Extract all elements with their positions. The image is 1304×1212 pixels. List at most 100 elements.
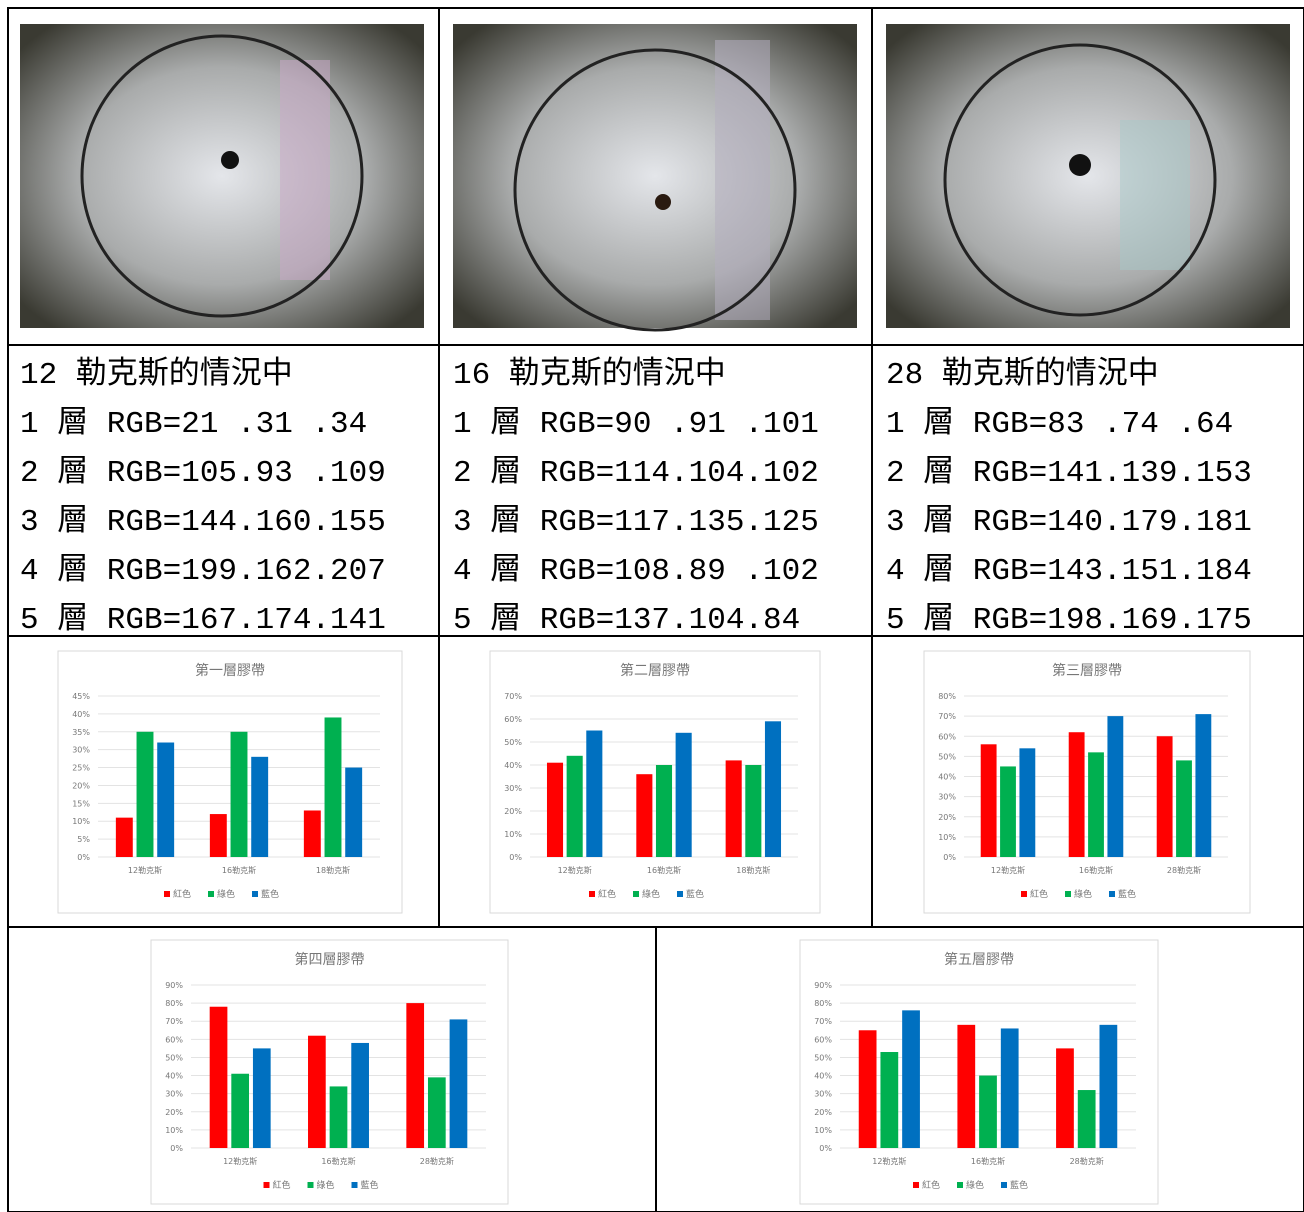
legend-swatch bbox=[1109, 891, 1115, 897]
y-tick-label: 20% bbox=[938, 813, 956, 822]
bar bbox=[880, 1052, 898, 1148]
bar bbox=[676, 733, 692, 857]
y-tick-label: 10% bbox=[938, 833, 956, 842]
bar bbox=[210, 1007, 228, 1148]
legend-swatch bbox=[677, 891, 683, 897]
bar bbox=[765, 721, 781, 857]
bar bbox=[1078, 1090, 1096, 1148]
legend-label: 藍色 bbox=[361, 1179, 379, 1191]
y-tick-label: 80% bbox=[814, 999, 832, 1008]
legend-label: 綠色 bbox=[966, 1179, 984, 1191]
x-tick-label: 16勒克斯 bbox=[222, 865, 256, 875]
y-tick-label: 30% bbox=[504, 784, 522, 793]
legend-swatch bbox=[957, 1182, 963, 1188]
chart: 第二層膠帶0%10%20%30%40%50%60%70%12勒克斯16勒克斯18… bbox=[490, 651, 820, 913]
legend-swatch bbox=[264, 1182, 270, 1188]
bar bbox=[253, 1048, 271, 1148]
chart-title: 第三層膠帶 bbox=[1052, 662, 1122, 679]
y-tick-label: 60% bbox=[504, 715, 522, 724]
page: {"cells": [ {"lines": ["12 勒克斯的情況中", "1 … bbox=[0, 0, 1304, 1212]
y-tick-label: 20% bbox=[504, 807, 522, 816]
cell-text-line: 4 層 RGB=108.89 .102 bbox=[453, 554, 819, 589]
x-tick-label: 16勒克斯 bbox=[321, 1156, 355, 1166]
bar bbox=[231, 1074, 249, 1148]
photo bbox=[20, 24, 424, 328]
y-tick-label: 30% bbox=[165, 1090, 183, 1099]
y-tick-label: 15% bbox=[72, 799, 90, 808]
bar bbox=[547, 763, 563, 857]
y-tick-label: 0% bbox=[819, 1144, 832, 1153]
legend-label: 藍色 bbox=[1010, 1179, 1028, 1191]
bar bbox=[450, 1019, 468, 1148]
bar bbox=[1001, 1028, 1019, 1148]
y-tick-label: 45% bbox=[72, 692, 90, 701]
x-tick-label: 12勒克斯 bbox=[991, 865, 1025, 875]
y-tick-label: 60% bbox=[938, 732, 956, 741]
cell-text-line: 5 層 RGB=137.104.84 bbox=[453, 603, 800, 638]
y-tick-label: 30% bbox=[938, 793, 956, 802]
legend-swatch bbox=[352, 1182, 358, 1188]
y-tick-label: 80% bbox=[938, 692, 956, 701]
bar bbox=[210, 814, 227, 857]
cell-text-line: 4 層 RGB=143.151.184 bbox=[886, 554, 1252, 589]
y-tick-label: 50% bbox=[504, 738, 522, 747]
cell-text-line: 3 層 RGB=144.160.155 bbox=[20, 505, 386, 540]
cell-text-line: 28 勒克斯的情況中 bbox=[886, 356, 1159, 393]
bar bbox=[1195, 714, 1211, 857]
cell-text-line: 5 層 RGB=167.174.141 bbox=[20, 603, 386, 638]
bar bbox=[859, 1030, 877, 1148]
y-tick-label: 35% bbox=[72, 728, 90, 737]
bar bbox=[1157, 736, 1173, 857]
legend-label: 紅色 bbox=[1030, 888, 1048, 900]
bar bbox=[979, 1076, 997, 1148]
legend-label: 綠色 bbox=[317, 1179, 335, 1191]
cell-text-line: 3 層 RGB=117.135.125 bbox=[453, 505, 819, 540]
cell-text-line: 1 層 RGB=83 .74 .64 bbox=[886, 407, 1233, 442]
x-tick-label: 16勒克斯 bbox=[647, 865, 681, 875]
y-tick-label: 40% bbox=[72, 710, 90, 719]
legend-label: 藍色 bbox=[1118, 888, 1136, 900]
bar bbox=[157, 743, 174, 857]
y-tick-label: 10% bbox=[814, 1126, 832, 1135]
bar bbox=[656, 765, 672, 857]
bar bbox=[304, 810, 321, 857]
bar bbox=[325, 717, 342, 857]
legend-swatch bbox=[1021, 891, 1027, 897]
legend-label: 紅色 bbox=[922, 1179, 940, 1191]
y-tick-label: 80% bbox=[165, 999, 183, 1008]
bar bbox=[957, 1025, 975, 1148]
bar bbox=[251, 757, 268, 857]
chart-title: 第四層膠帶 bbox=[295, 951, 365, 968]
y-tick-label: 10% bbox=[504, 830, 522, 839]
legend-swatch bbox=[164, 891, 170, 897]
y-tick-label: 70% bbox=[814, 1017, 832, 1026]
cell-text-line: 4 層 RGB=199.162.207 bbox=[20, 554, 386, 589]
bar bbox=[1056, 1048, 1074, 1148]
bar bbox=[406, 1003, 424, 1148]
bar bbox=[636, 774, 652, 857]
y-tick-label: 50% bbox=[938, 752, 956, 761]
x-tick-label: 28勒克斯 bbox=[1167, 865, 1201, 875]
bar bbox=[726, 760, 742, 857]
legend-swatch bbox=[208, 891, 214, 897]
y-tick-label: 30% bbox=[72, 746, 90, 755]
legend-swatch bbox=[1001, 1182, 1007, 1188]
y-tick-label: 40% bbox=[165, 1072, 183, 1081]
photo bbox=[453, 24, 857, 330]
x-tick-label: 18勒克斯 bbox=[736, 865, 770, 875]
y-tick-label: 50% bbox=[814, 1053, 832, 1062]
legend-label: 綠色 bbox=[1074, 888, 1092, 900]
cell-text-line: 2 層 RGB=105.93 .109 bbox=[20, 456, 386, 491]
cell-text-line: 1 層 RGB=21 .31 .34 bbox=[20, 407, 367, 442]
bar bbox=[137, 732, 154, 857]
bar bbox=[902, 1010, 920, 1148]
bar bbox=[586, 731, 602, 858]
bar bbox=[1107, 716, 1123, 857]
chart-title: 第五層膠帶 bbox=[944, 951, 1014, 968]
legend-label: 綠色 bbox=[217, 888, 235, 900]
legend-swatch bbox=[308, 1182, 314, 1188]
cell-text-line: 3 層 RGB=140.179.181 bbox=[886, 505, 1252, 540]
legend-label: 藍色 bbox=[686, 888, 704, 900]
y-tick-label: 60% bbox=[165, 1035, 183, 1044]
